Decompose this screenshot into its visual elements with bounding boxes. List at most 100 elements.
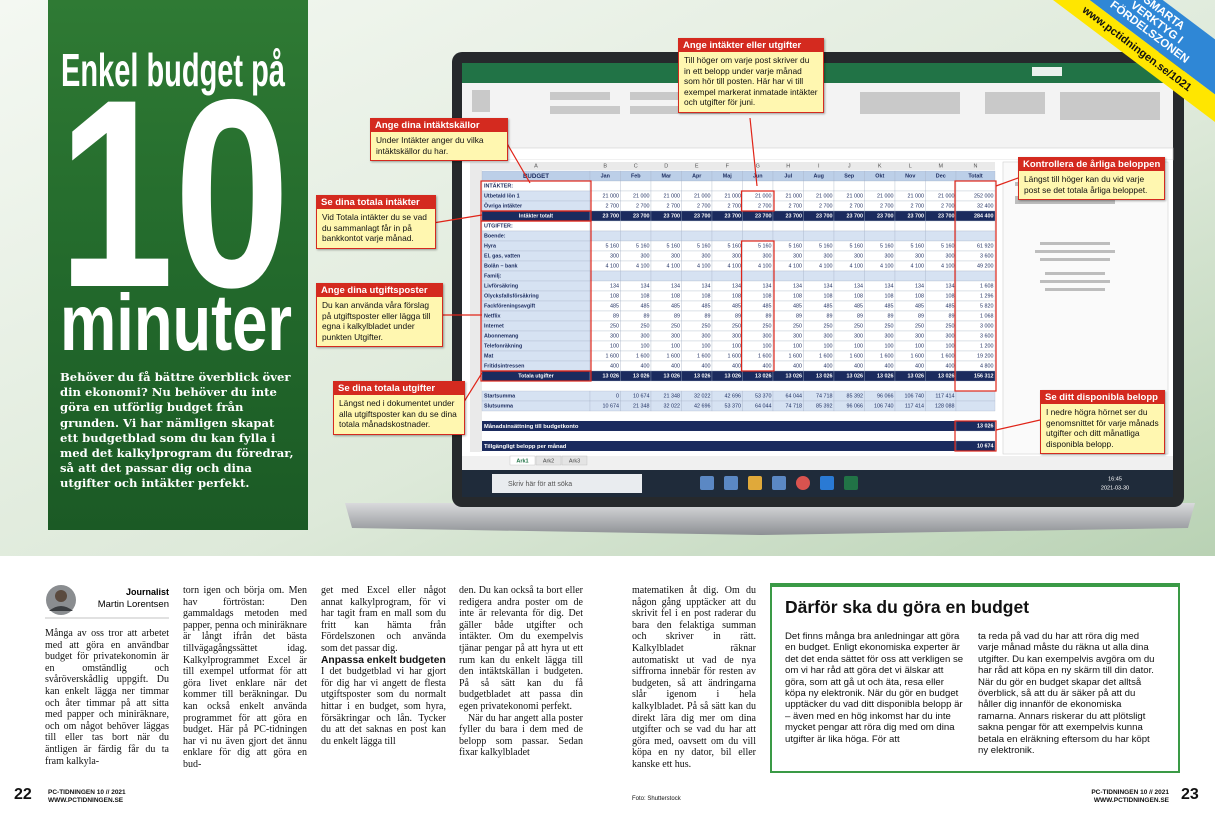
sheet-tab — [561, 455, 588, 466]
cell-text: Mat — [484, 354, 493, 360]
taskbar-icon — [724, 476, 738, 490]
cell — [955, 180, 996, 192]
cell-text: 2 700 — [697, 204, 711, 210]
column-letter: N — [974, 163, 978, 169]
page-number: 22 — [14, 786, 32, 803]
ribbon-icon — [550, 106, 620, 114]
cell-text: 2 700 — [758, 204, 772, 210]
cell-text: 400 — [671, 364, 680, 370]
cell-text: 89 — [735, 314, 741, 320]
cell-text: 300 — [885, 334, 894, 340]
column-letter: E — [695, 163, 699, 169]
cell-text: 250 — [946, 324, 955, 330]
cell-text: Internet — [484, 324, 504, 330]
cell-text: 21 000 — [633, 194, 650, 200]
cell — [620, 220, 652, 232]
cell — [955, 370, 996, 382]
cell-text: 300 — [946, 334, 955, 340]
cell-text: 21 000 — [603, 194, 620, 200]
cell-text: 5 160 — [697, 244, 711, 250]
cell-text: 21 000 — [725, 194, 742, 200]
pane-line — [1035, 250, 1115, 253]
sheet-tab-label: Ark1 — [516, 458, 528, 464]
cell-text: 1 600 — [697, 354, 711, 360]
sidebar-box: Därför ska du göra en budget Det finns m… — [770, 583, 1180, 773]
cell-text: 3 600 — [980, 334, 994, 340]
article-column: matematiken åt dig. Om du någon gång upp… — [632, 585, 756, 771]
paragraph: torn igen och börja om. Men hav förtröst… — [183, 585, 307, 770]
cell-text: 485 — [702, 304, 711, 310]
cell-text: Totala utgifter — [518, 374, 554, 380]
cell-text: Startsumma — [484, 394, 516, 400]
cell-text: 74 718 — [786, 404, 803, 410]
cell-text: 400 — [641, 364, 650, 370]
connector — [461, 372, 483, 406]
cell-text: 134 — [854, 284, 863, 290]
cell-text: Månadsinsättning till budgetkonto — [484, 423, 579, 430]
cell — [925, 230, 957, 242]
cell-text: 5 160 — [941, 244, 955, 250]
label-cell — [481, 350, 591, 362]
cell-text: 5 160 — [880, 244, 894, 250]
cell-text: 64 044 — [755, 404, 772, 410]
pane-line — [1040, 258, 1110, 261]
callout: Se dina totala intäkter Vid Totala intäkt… — [316, 195, 436, 249]
cell-text: 32 022 — [694, 394, 711, 400]
cell-text: 252 000 — [974, 194, 994, 200]
cell-text: 400 — [763, 364, 772, 370]
cell — [803, 180, 835, 192]
callout-heading: Ange dina intäktskällor — [371, 119, 507, 132]
callout-heading: Se dina totala utgifter — [334, 382, 464, 395]
cell-text: 1 600 — [728, 354, 742, 360]
cell-text: 13 026 — [977, 424, 994, 430]
connector — [995, 177, 1019, 187]
cell-text: 53 370 — [755, 394, 772, 400]
callout-text: Längst ned i dokumentet under alla utgif… — [339, 398, 457, 430]
cell-text: 1 600 — [758, 354, 772, 360]
cell-text: 485 — [885, 304, 894, 310]
cell-text: Sep — [844, 174, 855, 180]
cell-text: 85 392 — [847, 394, 864, 400]
cell-text: 2 700 — [941, 204, 955, 210]
cell-text: 2 700 — [850, 204, 864, 210]
cell-text: 250 — [885, 324, 894, 330]
cell — [864, 230, 896, 242]
column-letter: D — [664, 163, 668, 169]
cell-text: 21 000 — [755, 194, 772, 200]
pane-line — [1045, 272, 1105, 275]
cell-text: 23 700 — [877, 214, 894, 220]
callout-heading: Ange intäkter eller utgifter — [679, 39, 823, 52]
cell-text: 4 100 — [911, 264, 925, 270]
cell-text: 89 — [888, 314, 894, 320]
callout-heading: Se dina totala intäkter — [317, 196, 435, 209]
highlight-frame — [954, 420, 997, 452]
cell-text: 134 — [610, 284, 619, 290]
cell-text: 23 700 — [847, 214, 864, 220]
cell-text: 4 100 — [850, 264, 864, 270]
ribbon-icon — [550, 92, 610, 100]
taskbar-icon — [796, 476, 810, 490]
cell-text: INTÄKTER: — [484, 183, 513, 190]
cell-text: Familj: — [484, 274, 502, 280]
cell-text: Livförsäkring — [484, 284, 518, 290]
cell — [955, 390, 996, 402]
cell-text: 106 740 — [905, 394, 925, 400]
cell — [742, 220, 774, 232]
cell-text: Boende: — [484, 234, 506, 240]
cell-text: 250 — [641, 324, 650, 330]
highlight-frame — [740, 240, 775, 372]
cell-text: 400 — [793, 364, 802, 370]
cell-text: Intäkter totalt — [519, 214, 553, 220]
cell-text: 2 700 — [728, 204, 742, 210]
cell — [864, 270, 896, 282]
cell-text: 108 — [671, 294, 680, 300]
cell — [955, 400, 996, 412]
cell-text: 21 000 — [877, 194, 894, 200]
cell-text: 400 — [610, 364, 619, 370]
cell-text: El, gas, vatten — [484, 254, 520, 260]
ribbon-icon — [630, 92, 720, 100]
cell-text: 21 348 — [664, 394, 681, 400]
cell-text: Okt — [875, 174, 884, 180]
taskbar-icon — [844, 476, 858, 490]
website: WWW.PCTIDNINGEN.SE — [48, 797, 124, 804]
